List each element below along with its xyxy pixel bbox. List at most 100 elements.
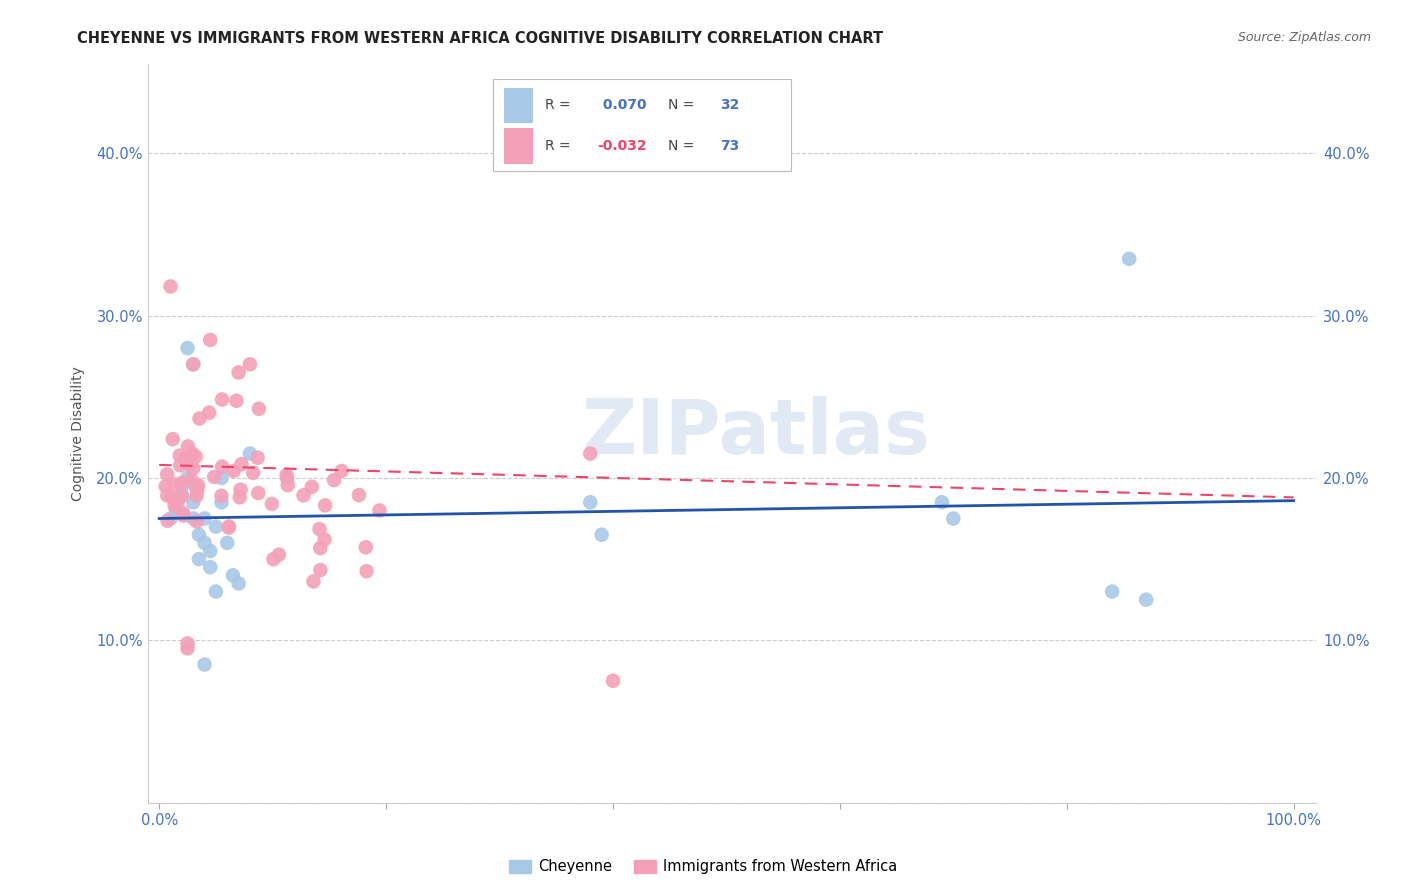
Point [246,450,269,465]
Point [211,489,233,503]
Point [169,458,191,473]
Point [218,520,240,534]
Point [187,527,209,541]
Point [211,495,233,509]
Y-axis label: Cognitive Disability: Cognitive Disability [72,366,86,500]
Point [309,563,332,577]
Point [262,552,284,566]
Point [579,495,602,509]
Point [200,333,222,347]
Point [222,464,245,478]
Point [368,503,391,517]
Point [165,503,187,517]
Text: ZIPatlas: ZIPatlas [581,396,929,470]
Point [188,411,211,425]
Point [193,511,215,525]
Point [186,515,208,529]
Point [186,489,208,503]
Point [181,357,204,371]
Point [308,522,330,536]
Point [1135,592,1157,607]
Point [354,541,377,555]
Text: 73: 73 [720,139,740,153]
Point [184,480,207,494]
FancyBboxPatch shape [505,128,533,164]
Point [228,576,250,591]
Text: R =: R = [546,139,575,153]
Point [239,357,262,371]
Text: 0.070: 0.070 [598,98,647,112]
Point [218,519,240,533]
Point [211,392,233,407]
Point [181,357,204,371]
Point [187,552,209,566]
Point [228,366,250,380]
Point [200,544,222,558]
Point [228,491,250,505]
Point [159,279,181,293]
Point [356,564,378,578]
Point [181,461,204,475]
Point [186,484,208,499]
Point [155,479,177,493]
Point [169,449,191,463]
Point [211,471,233,485]
Point [174,451,197,466]
Point [242,466,264,480]
Point [1101,584,1123,599]
Text: R =: R = [546,98,575,112]
Point [277,478,299,492]
Point [217,536,239,550]
Text: N =: N = [668,98,699,112]
Point [180,473,202,487]
Point [176,455,198,469]
Text: N =: N = [668,139,699,153]
Point [163,477,186,491]
Point [173,508,195,523]
Point [160,491,183,505]
Point [1118,252,1140,266]
Text: -0.032: -0.032 [598,139,647,153]
Point [170,489,193,503]
Point [314,533,336,547]
Point [211,459,233,474]
Point [176,341,198,355]
Point [176,636,198,650]
Point [181,495,204,509]
Point [229,483,252,497]
Point [193,536,215,550]
Point [162,432,184,446]
Point [225,393,247,408]
Point [931,495,953,509]
Point [156,467,179,482]
Point [156,514,179,528]
Point [314,499,336,513]
Point [184,450,207,464]
Point [187,478,209,492]
Point [177,439,200,453]
Point [247,486,270,500]
Point [602,673,624,688]
Point [205,584,228,599]
Point [309,541,332,555]
Point [172,506,194,520]
Point [179,457,201,471]
Point [170,475,193,490]
Point [159,511,181,525]
Point [193,657,215,672]
Point [205,519,228,533]
Point [222,568,245,582]
Point [292,488,315,502]
Point [176,641,198,656]
Point [276,468,298,483]
Text: Source: ZipAtlas.com: Source: ZipAtlas.com [1237,31,1371,45]
Point [260,497,283,511]
Point [267,548,290,562]
Point [276,471,298,485]
Point [302,574,325,589]
Point [247,401,270,416]
Text: CHEYENNE VS IMMIGRANTS FROM WESTERN AFRICA COGNITIVE DISABILITY CORRELATION CHAR: CHEYENNE VS IMMIGRANTS FROM WESTERN AFRI… [77,31,883,46]
Point [202,470,225,484]
Point [156,488,179,502]
Point [323,473,346,487]
